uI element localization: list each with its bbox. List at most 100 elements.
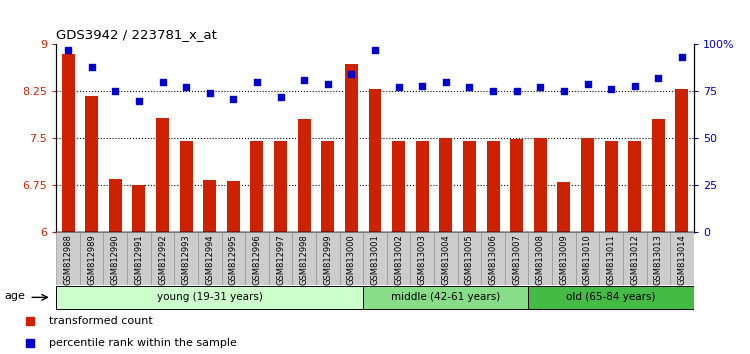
Point: [392, 85, 404, 90]
Bar: [581, 138, 594, 232]
Bar: [203, 180, 216, 232]
Bar: [345, 64, 358, 232]
Text: GSM813001: GSM813001: [370, 235, 380, 285]
Bar: [440, 138, 452, 232]
Bar: [363, 286, 529, 308]
Bar: [510, 139, 524, 232]
Bar: [245, 232, 268, 285]
Bar: [392, 141, 405, 232]
Point: [110, 88, 122, 94]
Bar: [292, 232, 316, 285]
Bar: [104, 232, 127, 285]
Text: middle (42-61 years): middle (42-61 years): [392, 292, 500, 302]
Bar: [80, 232, 104, 285]
Text: percentile rank within the sample: percentile rank within the sample: [49, 338, 237, 348]
Point: [180, 85, 192, 90]
Bar: [529, 232, 552, 285]
Text: GSM813010: GSM813010: [583, 235, 592, 285]
Point: [628, 83, 640, 88]
Bar: [604, 141, 617, 232]
Bar: [226, 181, 240, 232]
Point: [346, 72, 358, 77]
Bar: [552, 232, 576, 285]
Bar: [410, 232, 434, 285]
Point: [204, 90, 216, 96]
Bar: [174, 232, 198, 285]
Bar: [458, 232, 482, 285]
Text: GSM812990: GSM812990: [111, 235, 120, 285]
Text: transformed count: transformed count: [49, 316, 152, 326]
Bar: [368, 89, 382, 232]
Point: [274, 94, 286, 99]
Point: [133, 98, 145, 103]
Bar: [482, 232, 505, 285]
Text: GSM812991: GSM812991: [134, 235, 143, 285]
Text: GSM813008: GSM813008: [536, 235, 544, 285]
Bar: [487, 141, 500, 232]
Bar: [198, 232, 221, 285]
Bar: [56, 286, 363, 308]
Bar: [109, 179, 122, 232]
Bar: [151, 232, 174, 285]
Text: age: age: [4, 291, 26, 301]
Point: [652, 75, 664, 81]
Point: [534, 85, 546, 90]
Point: [581, 81, 593, 86]
Point: [558, 88, 570, 94]
Bar: [127, 232, 151, 285]
Bar: [387, 232, 410, 285]
Bar: [316, 232, 340, 285]
Text: GSM812993: GSM812993: [182, 235, 190, 285]
Point: [251, 79, 263, 85]
Bar: [221, 232, 245, 285]
Bar: [156, 118, 169, 232]
Text: GSM812997: GSM812997: [276, 235, 285, 285]
Text: GSM813011: GSM813011: [607, 235, 616, 285]
Bar: [670, 232, 694, 285]
Text: GDS3942 / 223781_x_at: GDS3942 / 223781_x_at: [56, 28, 217, 41]
Bar: [628, 141, 641, 232]
Bar: [646, 232, 670, 285]
Bar: [557, 182, 571, 232]
Point: [322, 81, 334, 86]
Point: [676, 55, 688, 60]
Bar: [416, 141, 429, 232]
Text: GSM813003: GSM813003: [418, 235, 427, 285]
Text: GSM812998: GSM812998: [300, 235, 309, 285]
Bar: [505, 232, 529, 285]
Text: young (19-31 years): young (19-31 years): [157, 292, 262, 302]
Point: [440, 79, 452, 85]
Bar: [676, 89, 688, 232]
Point: [605, 86, 617, 92]
Point: [86, 64, 98, 70]
Text: GSM813000: GSM813000: [347, 235, 356, 285]
Point: [464, 85, 476, 90]
Point: [416, 83, 428, 88]
Text: GSM812994: GSM812994: [206, 235, 214, 285]
Bar: [529, 286, 694, 308]
Bar: [179, 141, 193, 232]
Text: GSM812999: GSM812999: [323, 235, 332, 285]
Point: [62, 47, 74, 53]
Point: [511, 88, 523, 94]
Point: [157, 79, 169, 85]
Text: old (65-84 years): old (65-84 years): [566, 292, 656, 302]
Text: GSM813012: GSM813012: [630, 235, 639, 285]
Text: GSM812995: GSM812995: [229, 235, 238, 285]
Point: [369, 47, 381, 53]
Bar: [534, 138, 547, 232]
Text: GSM813004: GSM813004: [441, 235, 450, 285]
Bar: [434, 232, 457, 285]
Bar: [56, 232, 80, 285]
Bar: [652, 119, 664, 232]
Text: GSM812992: GSM812992: [158, 235, 167, 285]
Bar: [340, 232, 363, 285]
Bar: [463, 141, 476, 232]
Point: [487, 88, 499, 94]
Bar: [623, 232, 646, 285]
Text: GSM813007: GSM813007: [512, 235, 521, 285]
Text: GSM813013: GSM813013: [654, 235, 663, 285]
Bar: [274, 141, 287, 232]
Bar: [86, 96, 98, 232]
Point: [227, 96, 239, 102]
